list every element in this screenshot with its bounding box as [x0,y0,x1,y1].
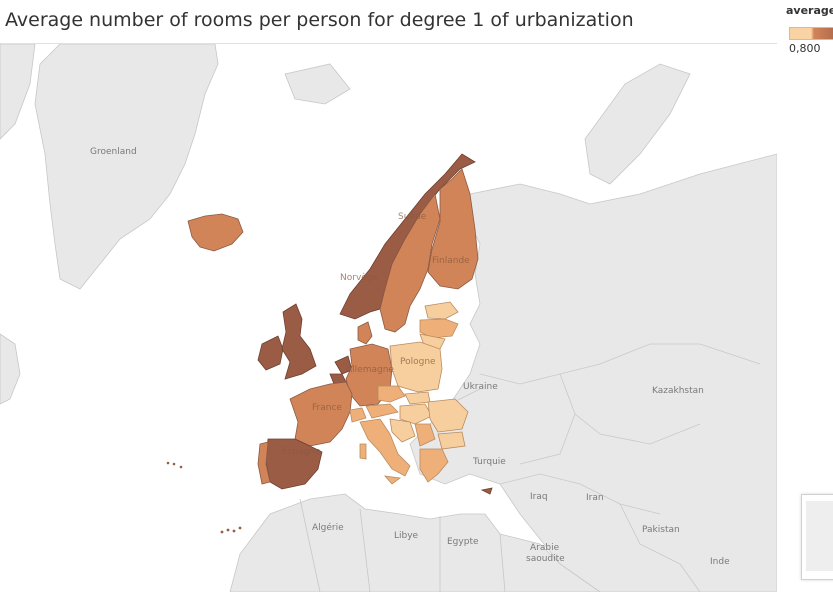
minimap-inset[interactable] [801,494,833,580]
legend-title: average [786,4,833,17]
country-bulgaria[interactable] [437,431,466,450]
label-iraq: Iraq [530,492,548,502]
label-arabie: Arabie [530,543,560,553]
legend-color-ramp [789,27,833,40]
label-espagne: Espagne [282,447,321,457]
country-italy[interactable] [359,418,411,477]
label-france: France [312,403,342,413]
land-greenland[interactable] [34,44,219,290]
label-ukraine: Ukraine [463,382,498,392]
country-finland[interactable] [427,168,479,290]
canary-islands [220,526,242,534]
label-groenland: Groenland [90,147,137,157]
country-sweden[interactable] [379,193,441,333]
land-canada[interactable] [0,44,36,405]
country-serbia[interactable] [414,423,436,447]
legend-min-label: 0,800 [789,42,821,55]
country-sardinia[interactable] [359,443,367,460]
label-pakistan: Pakistan [642,525,680,535]
country-portugal[interactable] [257,441,271,485]
country-denmark[interactable] [357,321,373,345]
label-turquie: Turquie [472,457,506,467]
azores-islands [166,461,183,469]
country-france[interactable] [289,381,353,447]
label-suede: Suède [398,211,427,222]
label-allemagne: Allemagne [346,365,394,375]
land-north-africa[interactable] [229,493,601,592]
label-algerie: Algérie [312,522,344,533]
africa-borders [299,498,506,592]
label-norvege: Norvège [340,272,379,283]
label-inde: Inde [710,557,730,567]
label-finlande: Finlande [432,256,470,266]
minimap-preview [806,501,833,571]
land-novaya-zemlya[interactable] [584,63,691,185]
choropleth-map[interactable]: Groenland Ukraine Kazakhstan Turquie Ira… [0,43,777,592]
country-czechia[interactable] [377,385,406,403]
country-uk[interactable] [281,303,317,380]
country-romania[interactable] [427,398,469,433]
country-iceland[interactable] [187,213,244,252]
country-austria[interactable] [365,403,399,419]
country-greece[interactable] [419,448,449,483]
land-russia-asia[interactable] [409,153,777,592]
label-kazakhstan: Kazakhstan [652,386,704,396]
label-egypte: Egypte [447,537,479,547]
country-slovakia[interactable] [404,391,431,405]
label-saoudite: saoudite [526,554,565,564]
country-sicily[interactable] [383,475,402,485]
country-hungary[interactable] [399,403,433,425]
country-ireland[interactable] [257,335,284,371]
color-legend[interactable]: average 0,800 [786,4,833,64]
label-iran: Iran [586,493,604,503]
country-slovenia-croatia[interactable] [389,418,416,443]
land-svalbard[interactable] [284,63,351,105]
country-cyprus[interactable] [480,487,493,495]
country-estonia[interactable] [424,301,459,320]
country-latvia[interactable] [419,318,459,339]
map-title: Average number of rooms per person for d… [5,9,634,31]
label-libye: Libye [394,531,419,541]
label-pologne: Pologne [400,357,436,367]
country-switzerland[interactable] [349,407,367,423]
country-poland[interactable] [389,341,443,393]
